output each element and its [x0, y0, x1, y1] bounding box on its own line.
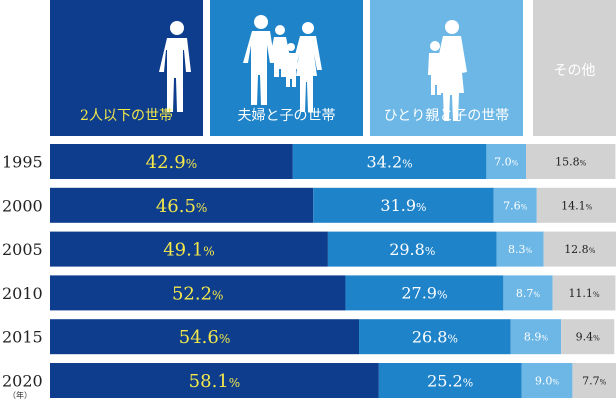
bar-segment-two-or-less: [50, 187, 314, 223]
legend-label-other: その他: [553, 63, 596, 79]
bar-segment-couple-child: [359, 319, 511, 355]
legend-header-couple-child: 夫婦と子の世帯: [210, 0, 363, 136]
percent-unit: %: [541, 335, 548, 343]
percent-unit: %: [437, 289, 447, 302]
bar-segment-single-parent: [521, 363, 573, 398]
percent-unit: %: [196, 201, 207, 215]
value-label-two-or-less: 42.9%: [146, 152, 197, 173]
legend-header-two-or-less: 2人以下の世帯: [50, 0, 203, 136]
bar-segment-two-or-less: [50, 319, 360, 355]
value-label-single-parent: 8.3%: [508, 243, 533, 256]
percent-unit: %: [203, 245, 214, 259]
percent-unit: %: [593, 335, 600, 343]
legend-header-single-parent: ひとり親と子の世帯: [370, 0, 523, 136]
value-label-single-parent: 8.7%: [516, 287, 541, 300]
bar-segment-single-parent: [493, 187, 537, 223]
value-label-couple-child: 25.2%: [427, 371, 473, 390]
bar-segment-couple-child: [292, 144, 487, 179]
value-label-couple-child: 29.8%: [389, 240, 435, 259]
bar-segment-other: [572, 363, 616, 398]
value-label-two-or-less: 49.1%: [163, 240, 214, 261]
legend-label-two-or-less: 2人以下の世帯: [80, 108, 173, 124]
value-label-single-parent: 7.6%: [503, 199, 528, 212]
bar-segment-two-or-less: [50, 144, 293, 179]
percent-unit: %: [447, 332, 457, 345]
value-label-two-or-less: 54.6%: [179, 327, 230, 348]
bar-segment-single-parent: [510, 319, 562, 355]
percent-unit: %: [212, 288, 223, 302]
bar-segment-other: [561, 319, 615, 355]
bar-segment-couple-child: [345, 275, 504, 311]
value-label-single-parent: 7.0%: [494, 155, 519, 168]
value-label-two-or-less: 58.1%: [189, 371, 240, 392]
percent-unit: %: [580, 159, 587, 167]
parent-child-silhouette-icon: [428, 20, 467, 121]
bar-segment-couple-child: [327, 231, 497, 267]
percent-unit: %: [219, 332, 230, 346]
bar-segment-two-or-less: [50, 231, 328, 267]
year-label: 2000: [2, 196, 43, 215]
bar-segment-single-parent: [486, 144, 527, 179]
bar-segment-other: [552, 275, 616, 311]
year-label: 2005: [2, 240, 43, 259]
family-silhouette-icon: [243, 15, 322, 112]
value-label-couple-child: 26.8%: [412, 327, 458, 346]
value-label-single-parent: 8.9%: [524, 331, 549, 344]
value-label-other: 15.8%: [555, 155, 587, 168]
year-label: 1995: [2, 153, 43, 172]
percent-unit: %: [402, 157, 412, 170]
legend-header-other: その他: [533, 0, 616, 136]
year-label: 2010: [2, 284, 43, 303]
value-label-other: 7.7%: [582, 374, 607, 387]
percent-unit: %: [525, 247, 532, 255]
value-label-other: 12.8%: [564, 243, 596, 256]
percent-unit: %: [586, 203, 593, 211]
value-label-single-parent: 9.0%: [535, 374, 560, 387]
percent-unit: %: [589, 247, 596, 255]
year-label: 2020: [2, 372, 43, 391]
value-label-couple-child: 31.9%: [380, 196, 426, 215]
value-label-two-or-less: 46.5%: [156, 196, 207, 217]
bar-segment-other: [526, 144, 616, 179]
bar-segment-single-parent: [496, 231, 544, 267]
person-silhouette-icon: [159, 21, 191, 112]
bar-segment-couple-child: [313, 187, 494, 223]
bar-segment-other: [543, 231, 616, 267]
stacked-bar-chart: 1995 42.9% 34.2% 7.0% 15.8% 2000 46.5% 31.9% 7.6…: [2, 144, 616, 398]
percent-unit: %: [512, 159, 519, 167]
bar-segment-single-parent: [503, 275, 553, 311]
bar-segment-two-or-less: [50, 363, 379, 398]
percent-unit: %: [593, 291, 600, 299]
percent-unit: %: [533, 291, 540, 299]
percent-unit: %: [425, 245, 435, 258]
value-label-other: 14.1%: [561, 199, 593, 212]
value-label-other: 11.1%: [568, 287, 600, 300]
percent-unit: %: [463, 376, 473, 389]
value-label-two-or-less: 52.2%: [172, 283, 223, 304]
percent-unit: %: [229, 376, 240, 390]
percent-unit: %: [552, 378, 559, 386]
percent-unit: %: [600, 378, 607, 386]
percent-unit: %: [416, 201, 426, 214]
bar-segment-two-or-less: [50, 275, 346, 311]
year-unit-label: （年）: [8, 391, 32, 400]
value-label-couple-child: 27.9%: [401, 284, 447, 303]
percent-unit: %: [186, 157, 197, 171]
year-label: 2015: [2, 328, 43, 347]
legend-label-couple-child: 夫婦と子の世帯: [237, 108, 336, 124]
bar-segment-couple-child: [378, 363, 522, 398]
value-label-other: 9.4%: [576, 331, 601, 344]
legend-label-single-parent: ひとり親と子の世帯: [383, 108, 510, 124]
bar-segment-other: [536, 187, 616, 223]
value-label-couple-child: 34.2%: [367, 152, 413, 171]
percent-unit: %: [521, 203, 528, 211]
